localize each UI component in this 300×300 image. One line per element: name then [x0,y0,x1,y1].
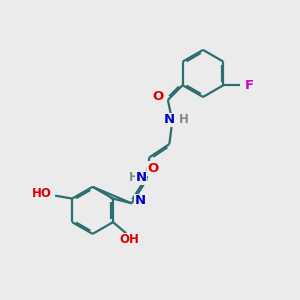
Text: O: O [147,162,158,175]
Text: N: N [136,172,147,184]
Text: N: N [135,194,146,207]
Text: H: H [178,113,188,126]
Text: N: N [164,113,175,126]
Text: O: O [152,91,163,103]
Text: HO: HO [32,187,52,200]
Text: H: H [129,172,139,184]
Text: OH: OH [119,233,139,246]
Text: F: F [245,79,254,92]
